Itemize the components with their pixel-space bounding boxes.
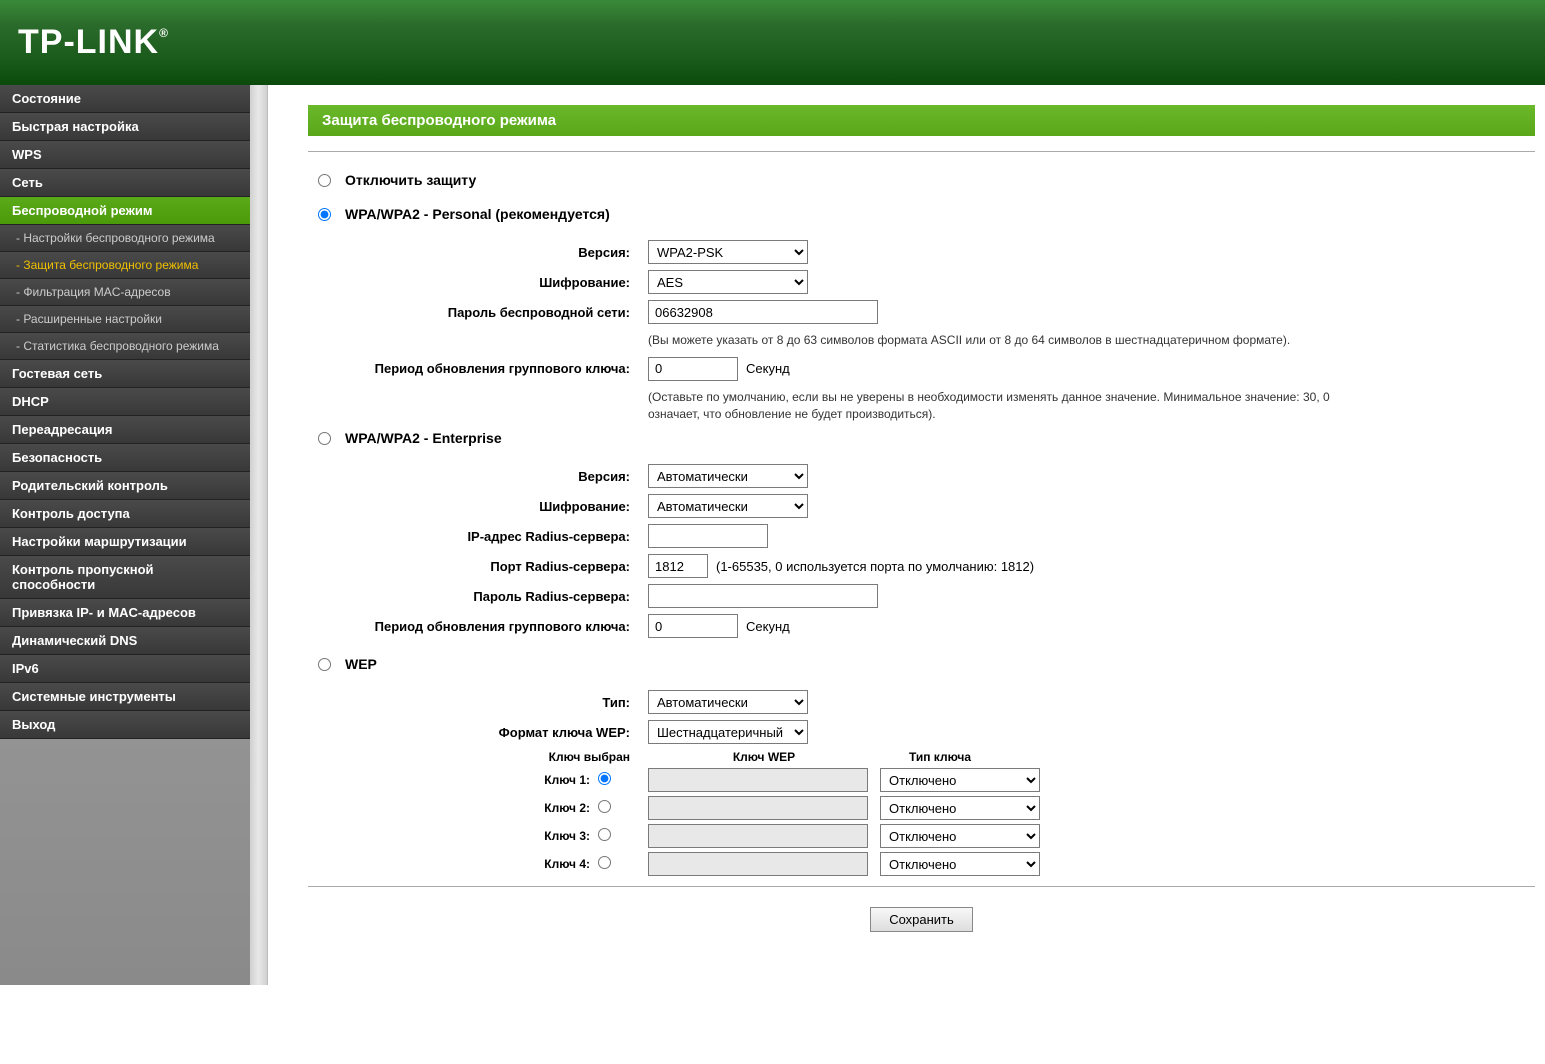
sidebar-item[interactable]: Родительский контроль bbox=[0, 472, 250, 500]
sidebar-item[interactable]: Безопасность bbox=[0, 444, 250, 472]
divider bbox=[308, 151, 1535, 152]
sidebar: СостояниеБыстрая настройкаWPSСетьБеспров… bbox=[0, 85, 250, 985]
label-wpap-password: Пароль беспроводной сети: bbox=[308, 305, 648, 320]
wep-key-radio[interactable] bbox=[598, 800, 611, 813]
sidebar-item[interactable]: Контроль доступа bbox=[0, 500, 250, 528]
wep-key-label: Ключ 4: bbox=[308, 857, 598, 871]
select-wep-type[interactable]: Автоматически bbox=[648, 690, 808, 714]
sidebar-item[interactable]: Контроль пропускной способности bbox=[0, 556, 250, 599]
label-wpae-groupkey: Период обновления группового ключа: bbox=[308, 619, 648, 634]
page-title: Защита беспроводного режима bbox=[308, 105, 1535, 136]
input-radius-pwd[interactable] bbox=[648, 584, 878, 608]
wep-key-input[interactable] bbox=[648, 824, 868, 848]
sidebar-item[interactable]: Состояние bbox=[0, 85, 250, 113]
label-wpa-personal: WPA/WPA2 - Personal (рекомендуется) bbox=[345, 206, 610, 222]
sidebar-item[interactable]: DHCP bbox=[0, 388, 250, 416]
wep-key-label: Ключ 3: bbox=[308, 829, 598, 843]
wep-header-selected: Ключ выбран bbox=[308, 750, 648, 764]
wep-key-type-select[interactable]: Отключено bbox=[880, 768, 1040, 792]
label-wep: WEP bbox=[345, 656, 377, 672]
wep-key-type-select[interactable]: Отключено bbox=[880, 796, 1040, 820]
sidebar-subitem[interactable]: - Настройки беспроводного режима bbox=[0, 225, 250, 252]
wep-key-input[interactable] bbox=[648, 768, 868, 792]
header: TP-LINK® bbox=[0, 0, 1545, 85]
radio-wep[interactable] bbox=[318, 658, 331, 671]
wep-header-key: Ключ WEP bbox=[648, 750, 880, 764]
label-disable-security: Отключить защиту bbox=[345, 172, 476, 188]
sidebar-item[interactable]: Привязка IP- и MAC-адресов bbox=[0, 599, 250, 627]
select-wpae-encryption[interactable]: Автоматически bbox=[648, 494, 808, 518]
select-wpap-encryption[interactable]: AES bbox=[648, 270, 808, 294]
input-wpae-groupkey[interactable] bbox=[648, 614, 738, 638]
input-radius-ip[interactable] bbox=[648, 524, 768, 548]
label-radius-ip: IP-адрес Radius-сервера: bbox=[308, 529, 648, 544]
sidebar-item[interactable]: Переадресация bbox=[0, 416, 250, 444]
suffix-wpae-groupkey: Секунд bbox=[746, 619, 790, 634]
save-button[interactable]: Сохранить bbox=[870, 907, 973, 932]
brand-logo: TP-LINK® bbox=[18, 23, 169, 62]
sidebar-scrollbar[interactable] bbox=[250, 85, 268, 985]
radio-disable-security[interactable] bbox=[318, 174, 331, 187]
wep-key-input[interactable] bbox=[648, 852, 868, 876]
wep-key-type-select[interactable]: Отключено bbox=[880, 824, 1040, 848]
sidebar-subitem[interactable]: - Защита беспроводного режима bbox=[0, 252, 250, 279]
sidebar-item[interactable]: Выход bbox=[0, 711, 250, 739]
wep-key-input[interactable] bbox=[648, 796, 868, 820]
input-wpap-groupkey[interactable] bbox=[648, 357, 738, 381]
sidebar-subitem[interactable]: - Фильтрация MAC-адресов bbox=[0, 279, 250, 306]
wep-key-radio[interactable] bbox=[598, 856, 611, 869]
sidebar-item[interactable]: IPv6 bbox=[0, 655, 250, 683]
main-content: Защита беспроводного режима Отключить за… bbox=[268, 85, 1545, 985]
label-wpae-version: Версия: bbox=[308, 469, 648, 484]
hint-radius-port: (1-65535, 0 используется порта по умолча… bbox=[716, 559, 1034, 574]
sidebar-subitem[interactable]: - Расширенные настройки bbox=[0, 306, 250, 333]
select-wpae-version[interactable]: Автоматически bbox=[648, 464, 808, 488]
label-wep-format: Формат ключа WEP: bbox=[308, 725, 648, 740]
label-radius-port: Порт Radius-сервера: bbox=[308, 559, 648, 574]
wep-header-type: Тип ключа bbox=[880, 750, 1000, 764]
sidebar-item[interactable]: Сеть bbox=[0, 169, 250, 197]
hint-wpap-password: (Вы можете указать от 8 до 63 символов ф… bbox=[648, 330, 1378, 357]
radio-wpa-personal[interactable] bbox=[318, 208, 331, 221]
label-wpap-version: Версия: bbox=[308, 245, 648, 260]
label-wpap-groupkey: Период обновления группового ключа: bbox=[308, 361, 648, 376]
select-wpap-version[interactable]: WPA2-PSK bbox=[648, 240, 808, 264]
radio-wpa-enterprise[interactable] bbox=[318, 432, 331, 445]
wep-key-type-select[interactable]: Отключено bbox=[880, 852, 1040, 876]
input-wpap-password[interactable] bbox=[648, 300, 878, 324]
sidebar-subitem[interactable]: - Статистика беспроводного режима bbox=[0, 333, 250, 360]
wep-key-label: Ключ 1: bbox=[308, 773, 598, 787]
label-wpae-encryption: Шифрование: bbox=[308, 499, 648, 514]
wep-key-label: Ключ 2: bbox=[308, 801, 598, 815]
sidebar-item[interactable]: Динамический DNS bbox=[0, 627, 250, 655]
sidebar-item[interactable]: Системные инструменты bbox=[0, 683, 250, 711]
sidebar-item[interactable]: Гостевая сеть bbox=[0, 360, 250, 388]
label-wep-type: Тип: bbox=[308, 695, 648, 710]
wep-key-radio[interactable] bbox=[598, 772, 611, 785]
sidebar-item[interactable]: Быстрая настройка bbox=[0, 113, 250, 141]
select-wep-format[interactable]: Шестнадцатеричный bbox=[648, 720, 808, 744]
label-radius-pwd: Пароль Radius-сервера: bbox=[308, 589, 648, 604]
label-wpap-encryption: Шифрование: bbox=[308, 275, 648, 290]
sidebar-item[interactable]: WPS bbox=[0, 141, 250, 169]
divider-bottom bbox=[308, 886, 1535, 887]
sidebar-item[interactable]: Беспроводной режим bbox=[0, 197, 250, 225]
input-radius-port[interactable] bbox=[648, 554, 708, 578]
wep-key-radio[interactable] bbox=[598, 828, 611, 841]
sidebar-item[interactable]: Настройки маршрутизации bbox=[0, 528, 250, 556]
hint-wpap-groupkey: (Оставьте по умолчанию, если вы не увере… bbox=[648, 387, 1378, 431]
suffix-wpap-groupkey: Секунд bbox=[746, 361, 790, 376]
label-wpa-enterprise: WPA/WPA2 - Enterprise bbox=[345, 430, 502, 446]
